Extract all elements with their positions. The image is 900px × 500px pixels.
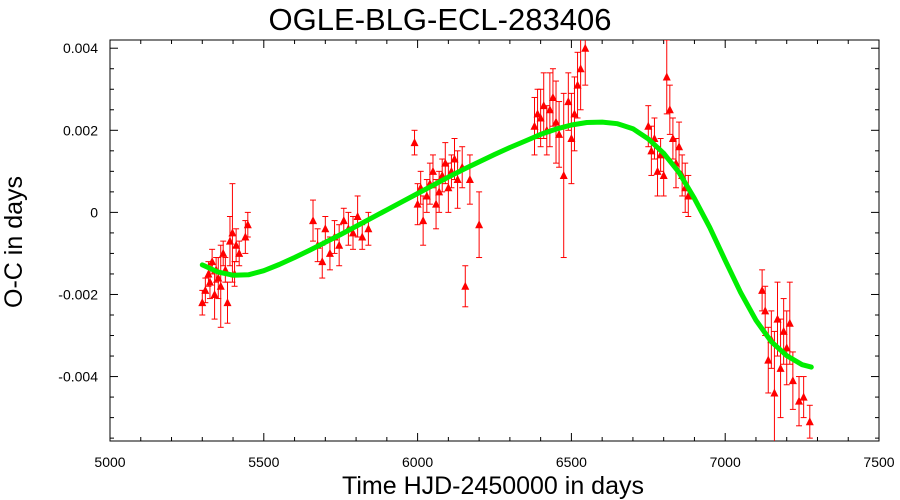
data-point xyxy=(805,417,814,426)
data-point xyxy=(581,43,590,52)
y-tick-label: 0.002 xyxy=(63,122,98,138)
data-point xyxy=(662,72,671,81)
data-point xyxy=(536,113,545,122)
data-point xyxy=(764,355,773,364)
plot-area: 5000 5500 6000 6500 7000 7500 -0.004 -0.002 0 0.0… xyxy=(58,39,895,470)
data-point xyxy=(450,154,459,163)
data-point xyxy=(205,277,214,286)
x-tick-label: 6000 xyxy=(402,454,433,470)
data-point xyxy=(204,269,213,278)
x-tick-label: 6500 xyxy=(556,454,587,470)
data-point xyxy=(413,199,422,208)
data-point xyxy=(795,396,804,405)
data-point xyxy=(441,158,450,167)
data-point xyxy=(475,220,484,229)
data-point xyxy=(552,117,561,126)
data-point xyxy=(225,236,234,245)
data-point xyxy=(564,97,573,106)
data-point xyxy=(559,170,568,179)
data-point xyxy=(321,224,330,233)
data-point xyxy=(201,285,210,294)
data-point xyxy=(799,392,808,401)
data-point xyxy=(353,211,362,220)
x-axis-label: Time HJD-2450000 in days xyxy=(342,472,644,500)
data-point xyxy=(773,314,782,323)
data-point xyxy=(684,191,693,200)
chart-title: OGLE-BLG-ECL-283406 xyxy=(269,2,612,37)
data-point xyxy=(665,105,674,114)
data-point xyxy=(761,306,770,315)
data-point xyxy=(653,166,662,175)
data-point xyxy=(223,298,232,307)
x-tick-label: 7000 xyxy=(710,454,741,470)
data-point xyxy=(539,101,548,110)
data-point xyxy=(573,80,582,89)
data-point xyxy=(453,175,462,184)
data-point xyxy=(210,289,219,298)
data-point xyxy=(198,298,207,307)
data-point xyxy=(419,216,428,225)
data-point xyxy=(208,257,217,266)
data-point xyxy=(214,273,223,282)
data-point xyxy=(309,216,318,225)
data-point xyxy=(335,240,344,249)
data-point xyxy=(576,64,585,73)
data-point xyxy=(776,363,785,372)
data-point xyxy=(530,121,539,130)
x-tick-label: 5000 xyxy=(94,454,125,470)
plot-frame xyxy=(109,39,880,442)
data-point xyxy=(785,318,794,327)
data-point xyxy=(232,240,241,249)
data-point xyxy=(219,248,228,257)
data-point xyxy=(318,257,327,266)
data-point xyxy=(216,281,225,290)
data-point xyxy=(364,224,373,233)
y-tick-label: -0.002 xyxy=(58,286,98,302)
data-point xyxy=(533,109,542,118)
data-point xyxy=(548,92,557,101)
y-tick-label: 0.004 xyxy=(63,40,98,56)
data-point xyxy=(325,248,334,257)
data-point xyxy=(567,134,576,143)
data-point xyxy=(241,232,250,241)
y-tick-label: -0.004 xyxy=(58,369,98,385)
data-point xyxy=(647,146,656,155)
data-point xyxy=(358,232,367,241)
data-point xyxy=(235,248,244,257)
y-tick-label: 0 xyxy=(90,204,98,220)
data-point xyxy=(770,388,779,397)
data-point xyxy=(410,138,419,147)
fit-curve xyxy=(199,119,814,370)
data-point xyxy=(465,175,474,184)
data-point xyxy=(668,134,677,143)
data-point xyxy=(570,109,579,118)
data-point xyxy=(675,142,684,151)
data-point xyxy=(432,199,441,208)
y-axis-label: O-C in days xyxy=(0,176,28,308)
data-point xyxy=(444,183,453,192)
data-point xyxy=(349,228,358,237)
data-point xyxy=(428,166,437,175)
data-point xyxy=(782,343,791,352)
data-point xyxy=(779,326,788,335)
data-point xyxy=(339,216,348,225)
data-point xyxy=(656,150,665,159)
data-point xyxy=(461,281,470,290)
data-point xyxy=(228,228,237,237)
data-point xyxy=(644,121,653,130)
x-tick-label: 7500 xyxy=(863,454,894,470)
data-point xyxy=(435,187,444,196)
data-point xyxy=(422,191,431,200)
data-point xyxy=(555,129,564,138)
data-point xyxy=(659,170,668,179)
data-point xyxy=(758,285,767,294)
x-tick-label: 5500 xyxy=(248,454,279,470)
data-point xyxy=(788,376,797,385)
data-point xyxy=(545,105,554,114)
data-point xyxy=(243,220,252,229)
